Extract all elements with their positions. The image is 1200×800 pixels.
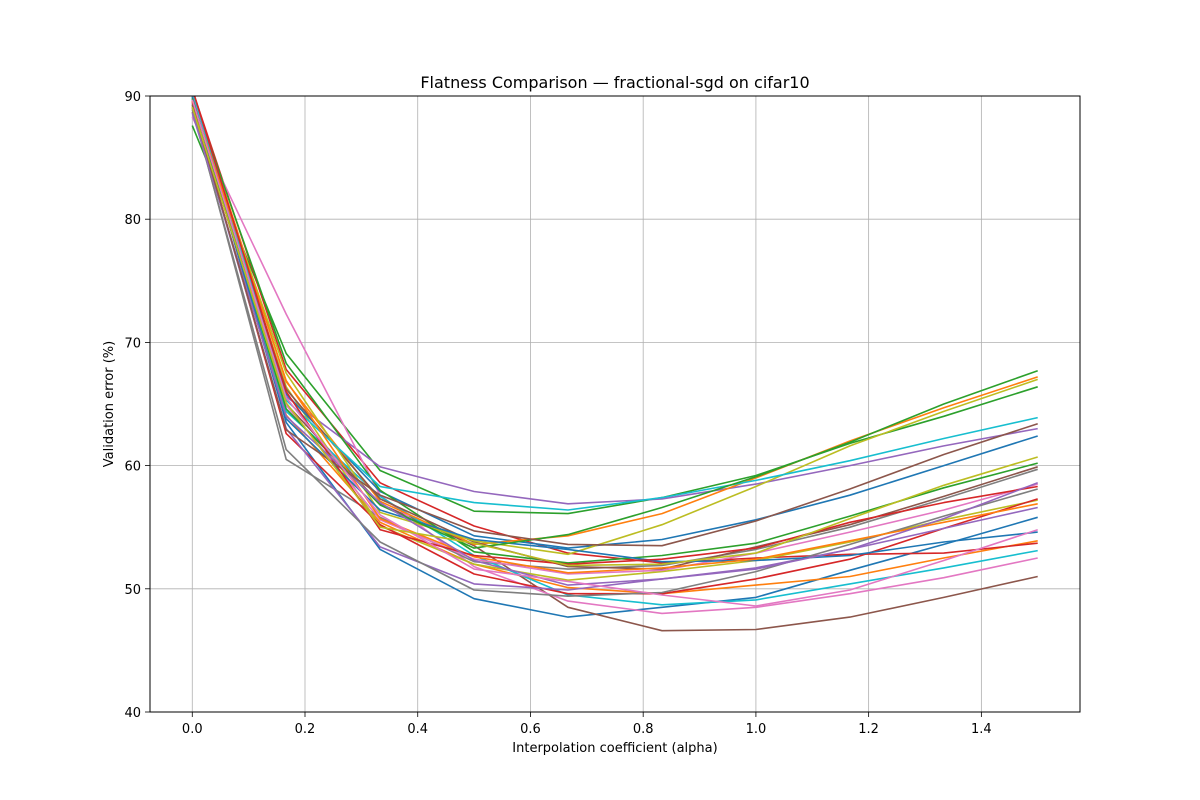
series-line-20 [192,96,1038,511]
y-tick-label: 90 [124,90,141,105]
series-line-18 [191,109,1038,598]
series-line-28 [191,106,1038,567]
y-tick-label: 80 [124,213,141,228]
series-line-15 [191,108,1038,591]
x-tick-label: 1.2 [858,722,879,737]
x-tick-label: 0.6 [520,722,541,737]
y-tick-label: 70 [124,336,141,351]
x-tick-label: 1.0 [746,722,767,737]
series-line-26 [191,104,1038,547]
x-tick-label: 1.4 [971,722,992,737]
series-line-7 [191,116,1038,615]
y-tick-label: 60 [124,460,141,475]
series-line-22 [191,100,1038,574]
series-line-5 [191,103,1038,505]
plot-area-frame [149,95,1081,713]
x-axis: 0.0 0.2 0.4 0.6 0.8 1.0 1.2 1.4 [182,712,992,737]
series-line-24 [193,96,1038,566]
series-line-25 [191,112,1038,586]
series-lines [191,96,1038,632]
series-line-2 [191,100,1038,595]
x-axis-label: Interpolation coefficient (alpha) [512,741,717,756]
x-tick-label: 0.2 [295,722,316,737]
series-line-1 [191,96,1038,618]
y-axis: 40 50 60 70 80 90 [124,90,150,721]
y-tick-label: 50 [124,583,141,598]
series-line-27 [191,99,1038,607]
x-tick-label: 0.0 [182,722,203,737]
y-axis-label: Validation error (%) [102,341,117,467]
series-line-3 [191,125,1038,515]
x-tick-label: 0.8 [633,722,654,737]
chart-title: Flatness Comparison — fractional-sgd on … [420,73,809,92]
y-tick-label: 40 [124,706,141,721]
x-tick-label: 0.4 [407,722,428,737]
